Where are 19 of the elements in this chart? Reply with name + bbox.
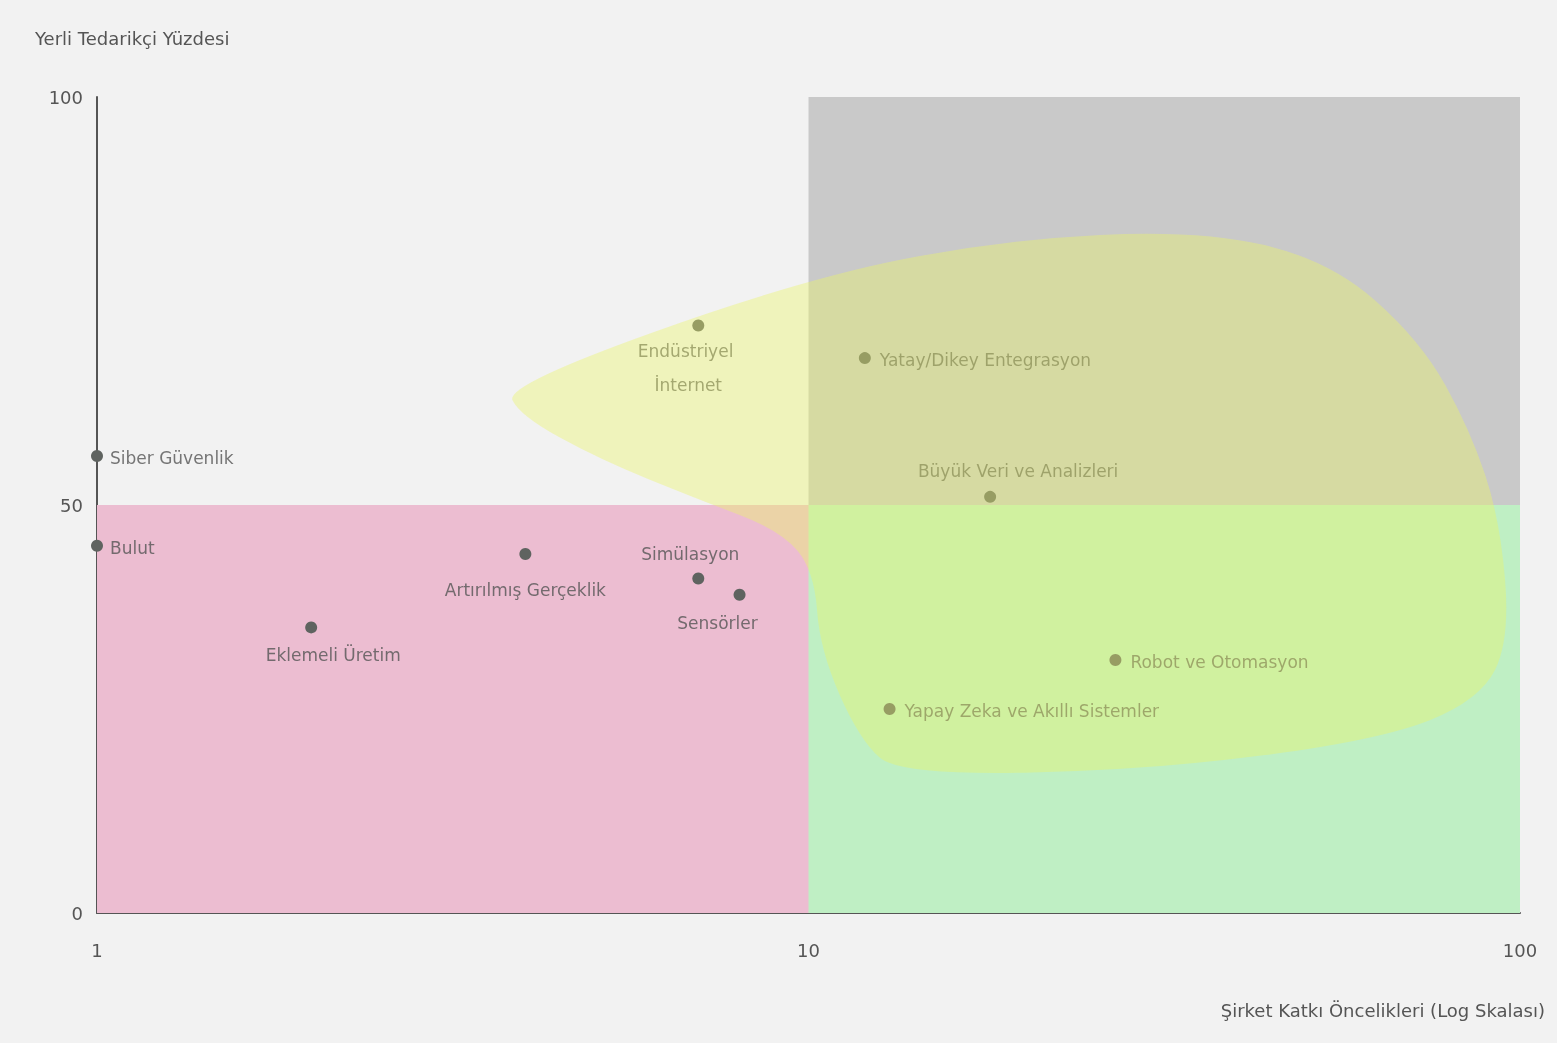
annotation: Yatay/Dikey Entegrasyon xyxy=(878,350,1092,371)
y-tick-label: 100 xyxy=(48,86,83,108)
y-tick-label: 50 xyxy=(60,494,83,516)
annotation: Simülasyon xyxy=(641,544,740,565)
annotation: Sensörler xyxy=(677,612,758,633)
x-tick-label: 100 xyxy=(1502,939,1538,961)
annotation: Robot ve Otomasyon xyxy=(1130,652,1309,673)
annotation: Siber Güvenlik xyxy=(110,448,234,469)
x-tick-label: 1 xyxy=(91,939,103,961)
x-axis-title: Şirket Katkı Öncelikleri (Log Skalası) xyxy=(1220,999,1545,1021)
annotation: Artırılmış Gerçeklik xyxy=(444,579,607,600)
annotation: Bulut xyxy=(110,537,155,558)
annotation: Endüstriyel İnternet xyxy=(637,341,739,396)
annotation: Yapay Zeka ve Akıllı Sistemler xyxy=(903,701,1160,721)
annotation: Eklemeli Üretim xyxy=(265,644,401,666)
y-tick-label: 0 xyxy=(71,902,83,924)
x-tick-label: 10 xyxy=(797,939,820,961)
y-axis-title: Yerli Tedarikçi Yüzdesi xyxy=(34,27,230,49)
annotation: Büyük Veri ve Analizleri xyxy=(917,460,1119,481)
